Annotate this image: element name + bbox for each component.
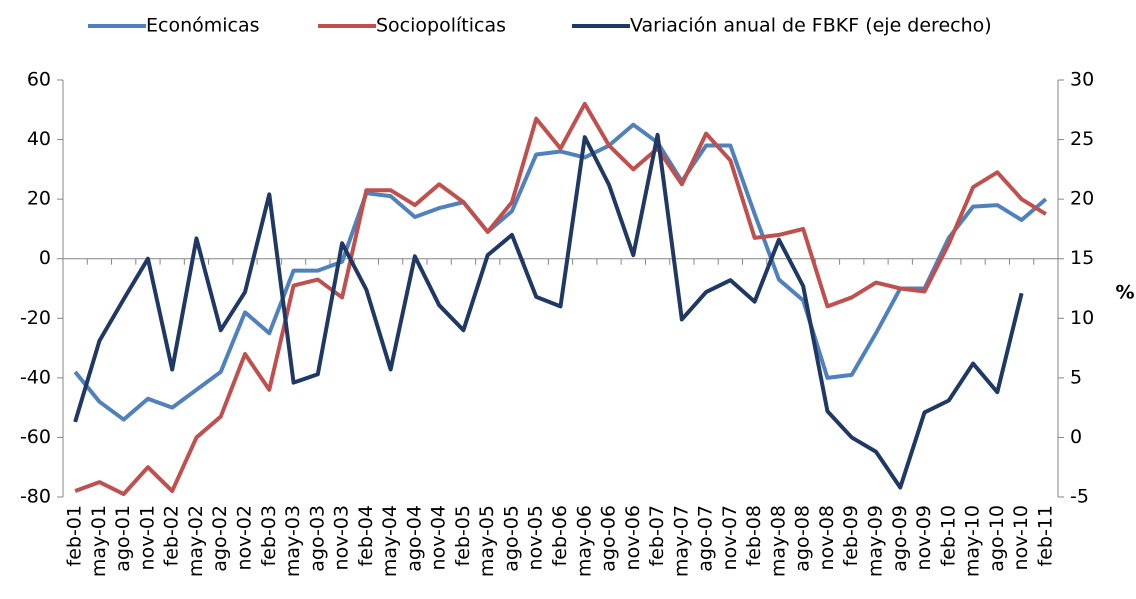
x-tick-label: ago-01 bbox=[112, 505, 134, 572]
x-tick-label: nov-03 bbox=[331, 505, 353, 570]
y2-axis-label: % bbox=[1115, 282, 1134, 304]
x-tick-label: feb-01 bbox=[64, 505, 86, 566]
x-tick-label: may-07 bbox=[670, 505, 692, 577]
y-tick-label: -40 bbox=[20, 366, 51, 388]
legend-label: Variación anual de FBKF (eje derecho) bbox=[630, 15, 992, 37]
x-tick-label: ago-03 bbox=[306, 505, 328, 572]
x-tick-label: may-08 bbox=[767, 505, 789, 577]
x-tick-label: feb-05 bbox=[452, 505, 474, 566]
series-line bbox=[73, 132, 1024, 490]
y2-tick-label: 5 bbox=[1070, 366, 1082, 388]
x-tick-label: feb-06 bbox=[549, 505, 571, 566]
y-tick-label: 0 bbox=[39, 247, 51, 269]
x-tick-label: ago-05 bbox=[500, 505, 522, 572]
x-tick-label: feb-03 bbox=[258, 505, 280, 566]
series-line bbox=[74, 101, 1047, 497]
y-tick-label: -20 bbox=[20, 307, 51, 329]
y2-tick-label: -5 bbox=[1070, 486, 1089, 508]
x-tick-label: may-01 bbox=[88, 505, 110, 577]
x-tick-label: may-02 bbox=[185, 505, 207, 577]
x-tick-label: ago-02 bbox=[209, 505, 231, 572]
x-tick-label: feb-11 bbox=[1034, 505, 1056, 566]
x-tick-label: ago-08 bbox=[792, 505, 814, 572]
x-tick-label: nov-07 bbox=[719, 505, 741, 570]
y2-tick-label: 30 bbox=[1070, 69, 1094, 91]
x-tick-label: may-04 bbox=[379, 505, 401, 577]
y2-tick-label: 10 bbox=[1070, 307, 1094, 329]
x-tick-label: may-05 bbox=[476, 505, 498, 577]
y2-tick-label: 25 bbox=[1070, 128, 1094, 150]
x-tick-label: ago-07 bbox=[695, 505, 717, 572]
y-tick-label: -60 bbox=[20, 426, 51, 448]
x-tick-label: ago-06 bbox=[598, 505, 620, 572]
x-tick-label: ago-04 bbox=[403, 505, 425, 572]
y-tick-label: 40 bbox=[27, 128, 51, 150]
x-tick-label: nov-08 bbox=[816, 505, 838, 570]
x-tick-label: feb-08 bbox=[743, 505, 765, 566]
y-tick-label: 20 bbox=[27, 188, 51, 210]
y-tick-label: 60 bbox=[27, 69, 51, 91]
x-tick-label: may-10 bbox=[962, 505, 984, 577]
x-tick-label: nov-02 bbox=[234, 505, 256, 570]
x-tick-label: nov-10 bbox=[1010, 505, 1032, 570]
legend-label: Económicas bbox=[146, 15, 260, 37]
x-tick-label: may-06 bbox=[573, 505, 595, 577]
x-tick-label: may-03 bbox=[282, 505, 304, 577]
y2-tick-label: 20 bbox=[1070, 188, 1094, 210]
x-tick-label: nov-05 bbox=[525, 505, 547, 570]
x-tick-label: nov-06 bbox=[622, 505, 644, 570]
x-tick-label: feb-07 bbox=[646, 505, 668, 566]
x-tick-label: nov-09 bbox=[913, 505, 935, 570]
x-tick-label: ago-10 bbox=[986, 505, 1008, 572]
x-tick-label: nov-01 bbox=[136, 505, 158, 570]
x-tick-label: ago-09 bbox=[889, 505, 911, 572]
x-tick-label: feb-02 bbox=[161, 505, 183, 566]
legend-label: Sociopolíticas bbox=[376, 15, 506, 37]
y-tick-label: -80 bbox=[20, 486, 51, 508]
y2-tick-label: 0 bbox=[1070, 426, 1082, 448]
x-tick-label: feb-09 bbox=[840, 505, 862, 566]
x-tick-label: may-09 bbox=[864, 505, 886, 577]
y2-tick-label: 15 bbox=[1070, 247, 1094, 269]
x-tick-label: feb-10 bbox=[937, 505, 959, 566]
x-tick-label: nov-04 bbox=[428, 505, 450, 570]
x-tick-label: feb-04 bbox=[355, 505, 377, 566]
series-line bbox=[73, 122, 1048, 422]
